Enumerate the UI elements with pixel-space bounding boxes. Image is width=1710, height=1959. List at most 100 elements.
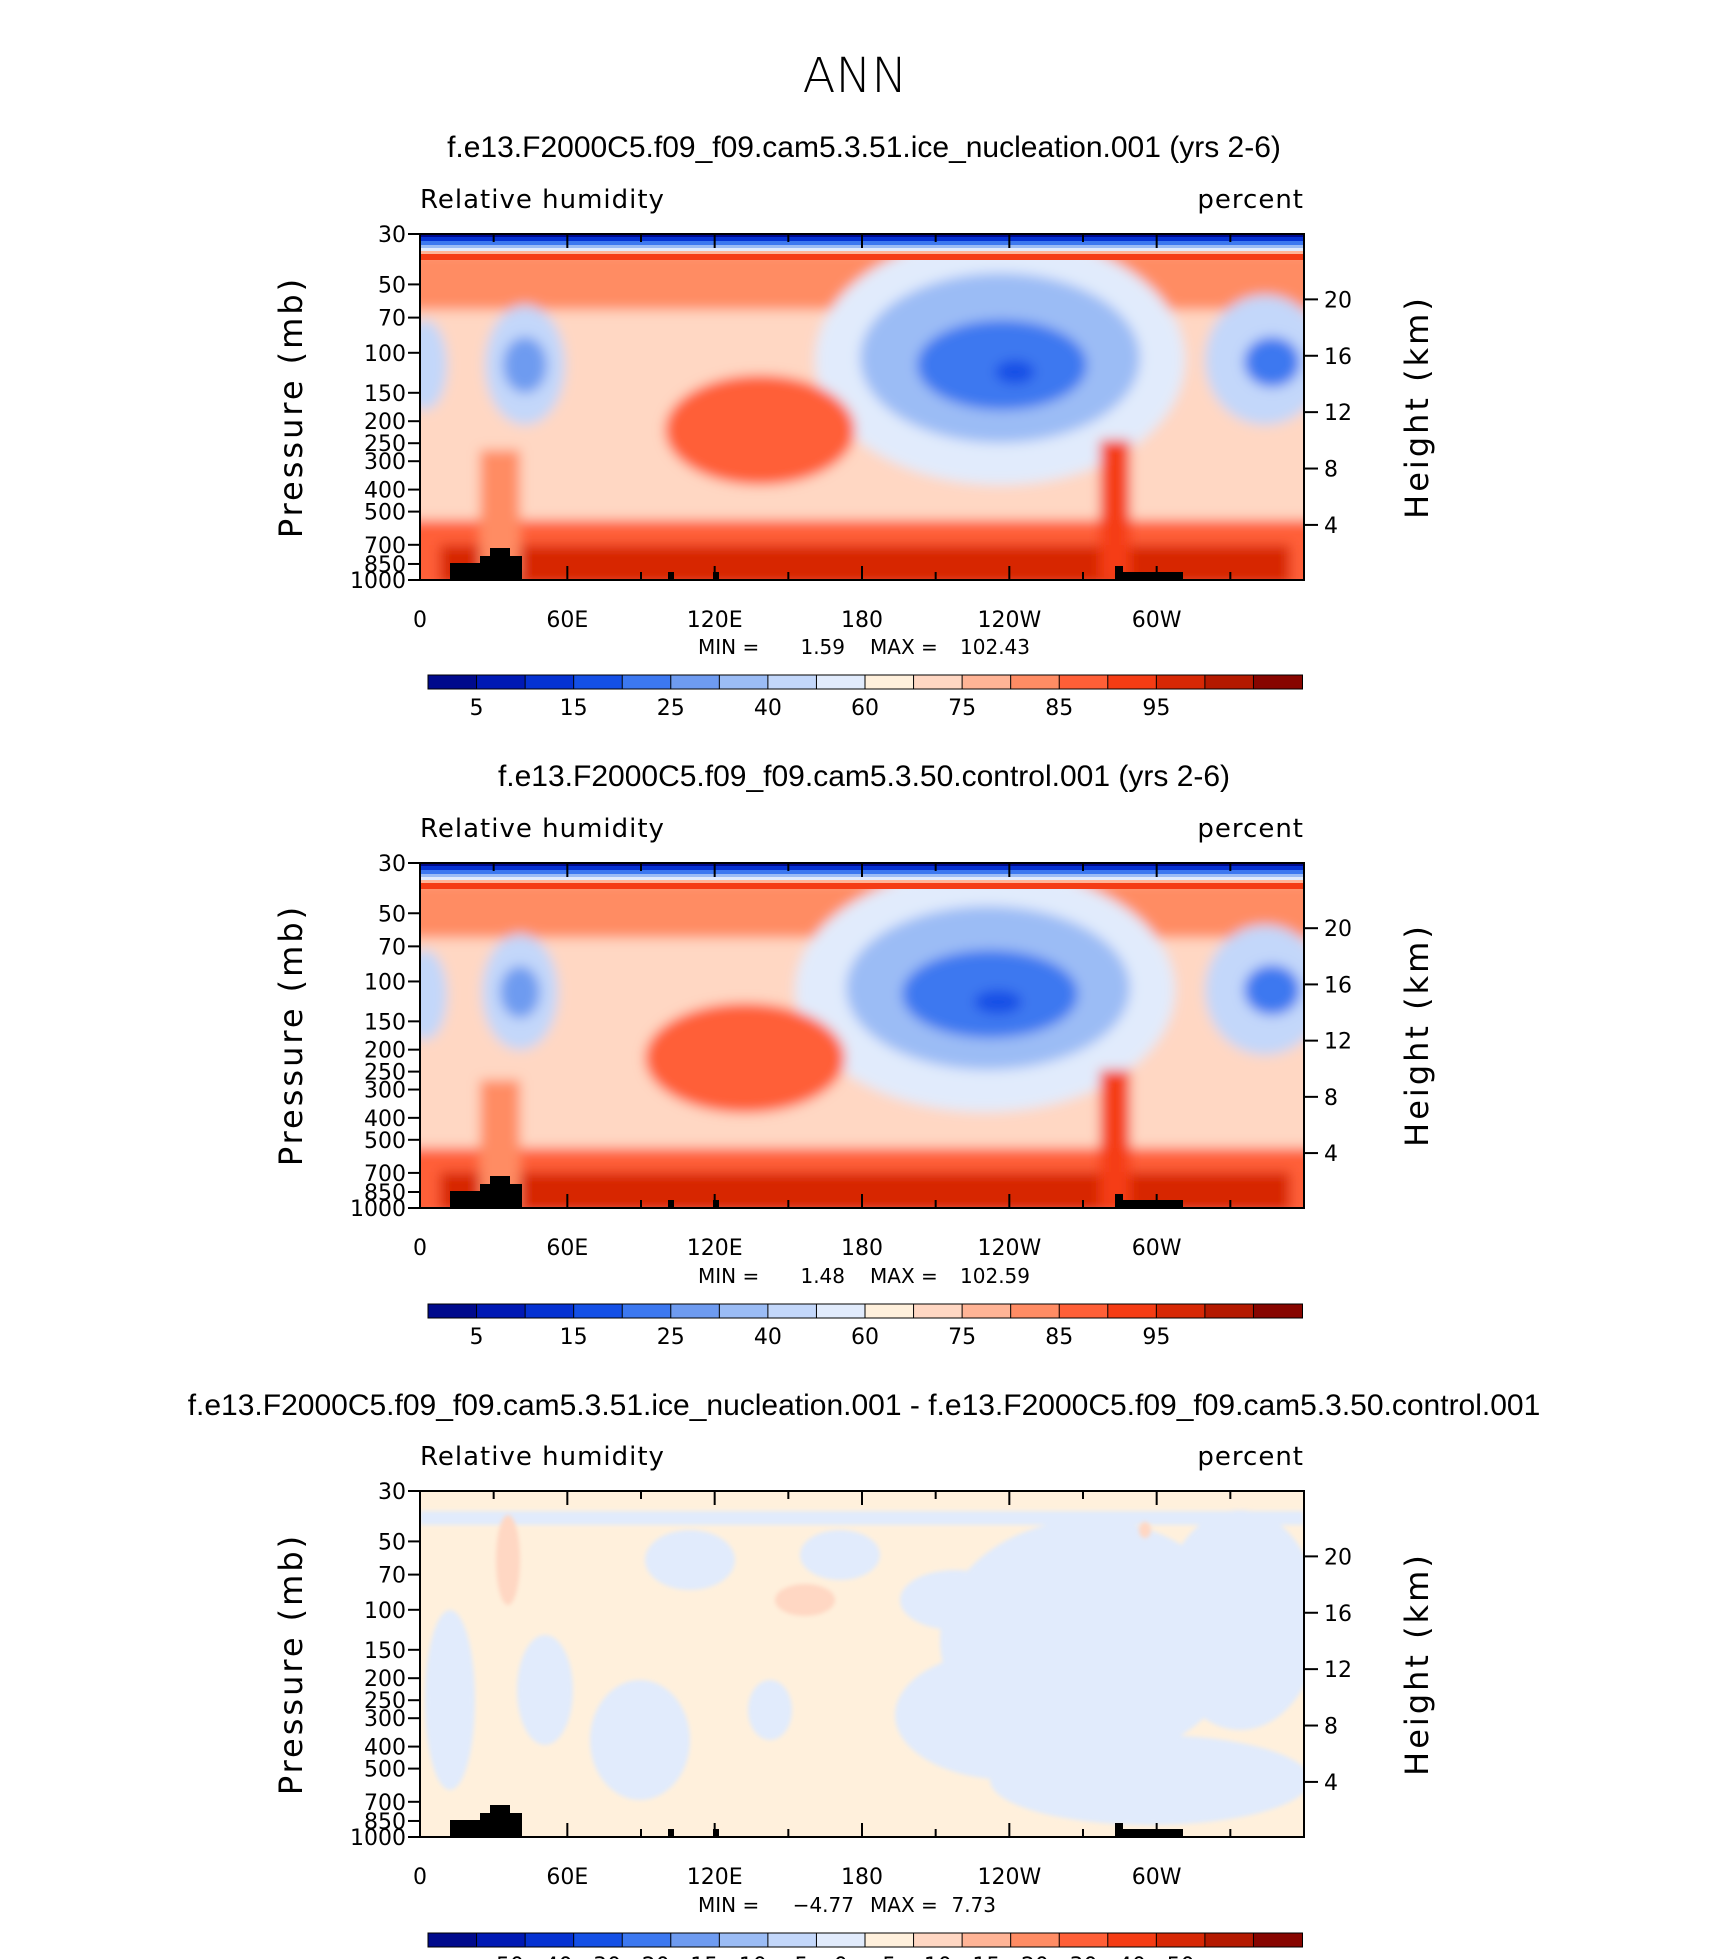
height-tick-label: 12 xyxy=(1324,1030,1352,1055)
y-tick-label: 30 xyxy=(378,1480,406,1505)
x-tick-label: 60E xyxy=(546,608,588,633)
panel-2-ylabel: Pressure (mb) xyxy=(272,904,310,1166)
colorbar-label: 20 xyxy=(1021,1954,1049,1959)
colorbar-box xyxy=(1155,674,1206,690)
colorbar-label: 75 xyxy=(948,696,976,721)
panel-2-field xyxy=(420,863,1304,1208)
y-tick-label: 50 xyxy=(378,902,406,927)
colorbar-box xyxy=(1204,674,1255,690)
panel-1-topography xyxy=(450,548,1183,580)
panel-3-max-label: MAX = xyxy=(870,1893,938,1917)
colorbar-label: 25 xyxy=(657,1325,685,1350)
panel-1-title: f.e13.F2000C5.f09_f09.cam5.3.51.ice_nucl… xyxy=(447,131,1281,164)
y-tick-label: 150 xyxy=(364,382,406,407)
y-tick-label: 70 xyxy=(378,1564,406,1589)
height-tick-label: 16 xyxy=(1324,973,1352,998)
colorbar-box xyxy=(864,1932,915,1948)
panel-3-variable: Relative humidity xyxy=(420,1442,665,1472)
colorbar-box xyxy=(427,1932,478,1948)
colorbar-label: 40 xyxy=(754,696,782,721)
x-tick-label: 60E xyxy=(546,1236,588,1261)
colorbar-box xyxy=(1204,1932,1255,1948)
colorbar-label: −50 xyxy=(478,1954,524,1959)
colorbar-box xyxy=(1155,1932,1206,1948)
colorbar-box xyxy=(476,674,527,690)
y-tick-label: 200 xyxy=(364,1667,406,1692)
y-tick-label: 400 xyxy=(364,1736,406,1761)
y-tick-label: 250 xyxy=(364,1061,406,1086)
x-tick-label: 180 xyxy=(841,1865,883,1890)
colorbar-label: 15 xyxy=(972,1954,1000,1959)
colorbar-label: 95 xyxy=(1142,696,1170,721)
colorbar-box xyxy=(718,1932,769,1948)
panel-3-topography xyxy=(450,1805,1183,1837)
height-tick-label: 16 xyxy=(1324,1602,1352,1627)
colorbar-label: 85 xyxy=(1045,696,1073,721)
y-tick-label: 850 xyxy=(364,1810,406,1835)
colorbar-label: 75 xyxy=(948,1325,976,1350)
colorbar-box xyxy=(913,1932,964,1948)
colorbar-label: 60 xyxy=(851,696,879,721)
panel-1-units: percent xyxy=(1197,185,1304,215)
colorbar-box xyxy=(815,674,867,690)
y-tick-label: 500 xyxy=(364,501,406,526)
y-tick-label: 500 xyxy=(364,1758,406,1783)
colorbar-label: 15 xyxy=(560,1325,588,1350)
height-tick-label: 8 xyxy=(1324,458,1338,483)
y-tick-label: 300 xyxy=(364,1079,406,1104)
colorbar-label: 40 xyxy=(1118,1954,1146,1959)
y-tick-label: 700 xyxy=(364,1791,406,1816)
height-tick-label: 4 xyxy=(1324,514,1338,539)
y-tick-label: 50 xyxy=(378,1530,406,1555)
panel-1-min: 1.59 xyxy=(800,635,845,659)
height-tick-label: 4 xyxy=(1324,1142,1338,1167)
colorbar-box xyxy=(913,1303,964,1319)
y-tick-label: 300 xyxy=(364,1707,406,1732)
panel-2-min: 1.48 xyxy=(800,1264,845,1288)
colorbar-box xyxy=(1010,1932,1061,1948)
colorbar-label: 5 xyxy=(470,1325,484,1350)
panel-3-max: 7.73 xyxy=(951,1893,996,1917)
y-tick-label: 250 xyxy=(364,1689,406,1714)
colorbar-box xyxy=(961,674,1012,690)
colorbar-box xyxy=(767,1303,818,1319)
height-tick-label: 20 xyxy=(1324,917,1352,942)
colorbar-box xyxy=(718,674,769,690)
y-tick-label: 30 xyxy=(378,223,406,248)
height-tick-label: 8 xyxy=(1324,1715,1338,1740)
colorbar-box xyxy=(1107,674,1158,690)
y-tick-label: 100 xyxy=(364,342,406,367)
colorbar-box xyxy=(524,1303,575,1319)
y-tick-label: 400 xyxy=(364,1107,406,1132)
panel-2-max-label: MAX = xyxy=(870,1264,938,1288)
panel-3-ylabel: Pressure (mb) xyxy=(272,1533,310,1795)
x-tick-label: 0 xyxy=(413,608,427,633)
colorbar-box xyxy=(573,1303,624,1319)
colorbar-box xyxy=(573,674,624,690)
x-tick-label: 0 xyxy=(413,1865,427,1890)
colorbar-box xyxy=(1107,1932,1158,1948)
panel-2-min-label: MIN = xyxy=(698,1264,759,1288)
height-tick-label: 12 xyxy=(1324,401,1352,426)
colorbar-box xyxy=(913,674,964,690)
figure-title: ANN xyxy=(803,48,908,104)
y-tick-label: 70 xyxy=(378,307,406,332)
y-tick-label: 850 xyxy=(364,1181,406,1206)
colorbar-box xyxy=(1058,1932,1109,1948)
colorbar-box xyxy=(1204,1303,1255,1319)
panel-2-max: 102.59 xyxy=(960,1264,1030,1288)
axes-layer: 0 60E 120E 180 120W 60W3050701001502002503004… xyxy=(350,223,1352,1890)
colorbar-box xyxy=(961,1932,1012,1948)
colorbar-box xyxy=(476,1932,527,1948)
panel-3-units: percent xyxy=(1197,1442,1304,1472)
y-tick-label: 200 xyxy=(364,410,406,435)
colorbar-label: 5 xyxy=(470,696,484,721)
colorbar-label: 60 xyxy=(851,1325,879,1350)
panel-3-min: −4.77 xyxy=(793,1893,854,1917)
x-tick-label: 60W xyxy=(1132,1865,1182,1890)
colorbar-label: 85 xyxy=(1045,1325,1073,1350)
colorbar-box xyxy=(1252,674,1304,690)
height-tick-label: 16 xyxy=(1324,345,1352,370)
colorbar-box xyxy=(815,1303,867,1319)
panel-3-colorbar: −50−40−30−20−15−10−505101520304050 xyxy=(427,1932,1304,1959)
